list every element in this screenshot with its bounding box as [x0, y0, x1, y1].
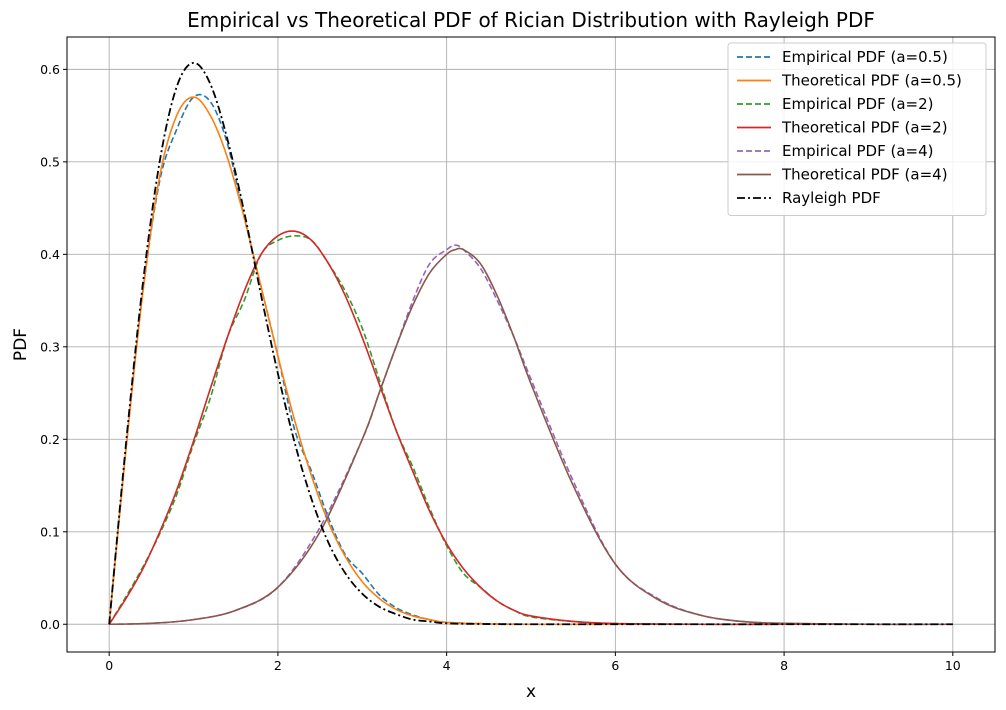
series-layer [108, 61, 953, 626]
x-tick-label: 6 [611, 658, 619, 673]
chart-title: Empirical vs Theoretical PDF of Rician D… [187, 8, 875, 32]
y-tick-label: 0.6 [40, 62, 60, 77]
series-line-7 [108, 61, 953, 626]
y-tick-label: 0.5 [40, 154, 60, 169]
legend-box [727, 42, 987, 216]
series-line-1 [108, 93, 953, 626]
y-tick-label: 0.3 [40, 339, 60, 354]
x-tick-label: 2 [274, 658, 282, 673]
legend-label: Empirical PDF (a=4) [782, 142, 934, 160]
axis-ticks: 0 2 4 6 8 10 0.0 0.1 0.2 0.3 0.4 0.5 0.6 [40, 62, 961, 673]
series-line-3 [108, 235, 953, 626]
y-tick-label: 0.0 [40, 617, 60, 632]
legend-label: Empirical PDF (a=0.5) [782, 48, 948, 66]
grid [67, 37, 995, 652]
legend-label: Empirical PDF (a=2) [782, 95, 934, 113]
legend: Empirical PDF (a=0.5) Theoretical PDF (a=… [727, 42, 987, 216]
legend-label: Rayleigh PDF [782, 189, 881, 207]
legend-label: Theoretical PDF (a=0.5) [781, 72, 962, 90]
plot-frame [66, 36, 996, 653]
series-line-4 [108, 230, 953, 626]
x-axis-label: x [526, 682, 536, 702]
legend-label: Theoretical PDF (a=2) [781, 119, 948, 137]
x-tick-label: 10 [945, 658, 961, 673]
y-tick-label: 0.2 [40, 432, 60, 447]
series-line-6 [109, 247, 953, 626]
y-tick-label: 0.4 [40, 247, 60, 262]
x-tick-label: 4 [443, 658, 451, 673]
x-tick-label: 0 [105, 658, 113, 673]
x-tick-label: 8 [780, 658, 788, 673]
legend-label: Theoretical PDF (a=4) [781, 166, 948, 184]
y-axis-label: PDF [11, 328, 31, 361]
y-tick-label: 0.1 [40, 524, 60, 539]
